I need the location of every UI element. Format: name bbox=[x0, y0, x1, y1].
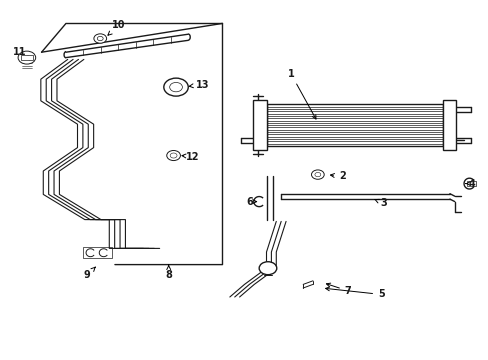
Text: 12: 12 bbox=[182, 152, 200, 162]
Text: 5: 5 bbox=[325, 287, 384, 300]
Text: 2: 2 bbox=[330, 171, 345, 181]
Circle shape bbox=[170, 153, 177, 158]
Circle shape bbox=[311, 170, 324, 179]
Circle shape bbox=[94, 34, 106, 43]
Circle shape bbox=[169, 82, 182, 92]
Text: 4: 4 bbox=[465, 179, 474, 189]
Circle shape bbox=[166, 150, 180, 161]
Text: 9: 9 bbox=[83, 267, 95, 280]
Text: 8: 8 bbox=[165, 265, 172, 280]
Text: 11: 11 bbox=[13, 47, 30, 60]
Circle shape bbox=[314, 172, 320, 177]
Text: 13: 13 bbox=[189, 80, 209, 90]
Bar bbox=[21, 55, 33, 60]
Bar bbox=[252, 100, 266, 150]
Circle shape bbox=[18, 51, 36, 64]
Text: 7: 7 bbox=[326, 283, 351, 296]
Text: 10: 10 bbox=[108, 20, 125, 35]
Text: 1: 1 bbox=[287, 69, 315, 119]
Text: 6: 6 bbox=[245, 197, 256, 207]
Bar bbox=[442, 100, 455, 150]
Circle shape bbox=[259, 262, 276, 275]
Text: 3: 3 bbox=[374, 198, 386, 208]
Circle shape bbox=[97, 36, 103, 41]
Bar bbox=[266, 104, 442, 146]
Bar bbox=[466, 181, 475, 186]
Circle shape bbox=[163, 78, 188, 96]
Bar bbox=[83, 247, 112, 258]
